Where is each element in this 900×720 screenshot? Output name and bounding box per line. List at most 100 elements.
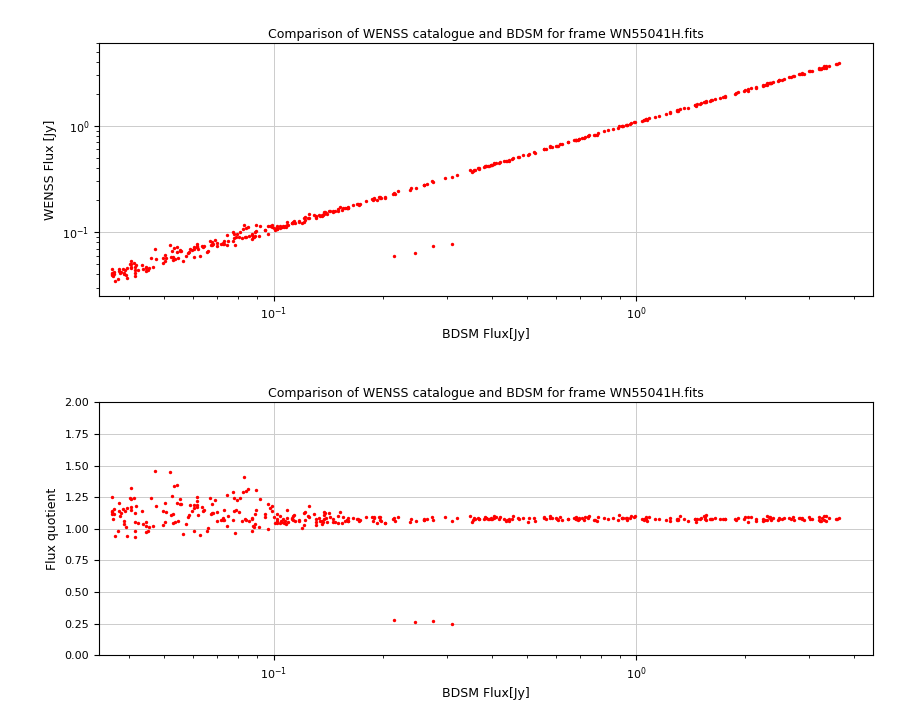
Point (274, 516, 288, 527)
Point (497, 156, 511, 167)
Point (242, 230, 256, 242)
Point (378, 517, 392, 528)
Point (816, 515, 831, 526)
Point (637, 513, 652, 525)
Point (315, 210, 329, 221)
Point (273, 517, 287, 528)
Point (273, 510, 287, 522)
Point (238, 514, 253, 526)
Point (637, 114, 652, 126)
Point (257, 224, 272, 235)
Point (698, 511, 712, 523)
Point (187, 499, 202, 510)
Point (615, 513, 629, 524)
Point (761, 77, 776, 89)
Point (426, 176, 440, 188)
Point (278, 516, 293, 527)
Point (793, 512, 807, 523)
Point (572, 134, 586, 145)
Point (309, 519, 323, 531)
Point (119, 521, 133, 533)
Point (417, 514, 431, 526)
Point (167, 253, 182, 264)
Point (186, 526, 201, 537)
Point (365, 516, 380, 527)
Point (648, 111, 662, 122)
Point (351, 199, 365, 210)
Point (326, 516, 340, 528)
Point (220, 520, 235, 531)
Point (703, 513, 717, 524)
Point (537, 511, 552, 523)
Point (167, 516, 182, 528)
Point (206, 508, 220, 519)
Point (278, 220, 293, 232)
Point (497, 513, 511, 525)
Point (553, 138, 567, 150)
Point (111, 526, 125, 537)
Point (483, 513, 498, 525)
Point (561, 513, 575, 524)
Point (175, 246, 189, 257)
Point (245, 512, 259, 523)
Point (788, 71, 802, 82)
Point (728, 513, 742, 525)
Point (731, 86, 745, 98)
Point (120, 530, 134, 541)
Point (830, 58, 844, 70)
Point (680, 102, 695, 114)
Point (339, 514, 354, 526)
Point (279, 518, 293, 530)
Point (321, 205, 336, 217)
Point (756, 513, 770, 525)
Point (670, 513, 684, 524)
Point (537, 143, 552, 155)
Point (501, 154, 516, 166)
Point (741, 516, 755, 528)
Point (166, 490, 180, 502)
Point (772, 75, 787, 86)
Title: Comparison of WENSS catalogue and BDSM for frame WN55041H.fits: Comparison of WENSS catalogue and BDSM f… (268, 387, 704, 400)
Point (756, 79, 770, 91)
Point (246, 521, 260, 532)
Point (112, 267, 127, 279)
Point (797, 68, 812, 79)
Point (619, 120, 634, 131)
Point (226, 226, 240, 238)
Point (317, 206, 331, 217)
Point (713, 513, 727, 525)
Point (478, 511, 492, 523)
Point (338, 515, 352, 526)
Point (238, 231, 252, 243)
Point (749, 516, 763, 527)
Point (500, 155, 515, 166)
Point (204, 508, 219, 520)
Point (568, 513, 582, 524)
Point (317, 513, 331, 524)
Point (317, 207, 331, 219)
Point (217, 238, 231, 249)
Point (771, 512, 786, 523)
Point (113, 266, 128, 277)
Point (781, 512, 796, 523)
Point (208, 494, 222, 505)
Point (273, 222, 287, 234)
Point (812, 63, 826, 75)
Point (159, 506, 174, 518)
Point (248, 518, 262, 530)
Point (501, 155, 516, 166)
Point (590, 516, 605, 527)
Point (388, 188, 402, 199)
Point (156, 258, 170, 269)
Point (159, 252, 174, 264)
Point (688, 513, 702, 525)
Point (184, 244, 199, 256)
Point (472, 163, 486, 174)
Point (350, 513, 365, 525)
Point (505, 153, 519, 164)
Point (238, 231, 253, 243)
Point (688, 99, 702, 111)
Point (601, 125, 616, 136)
Point (265, 220, 279, 231)
Point (120, 272, 134, 284)
